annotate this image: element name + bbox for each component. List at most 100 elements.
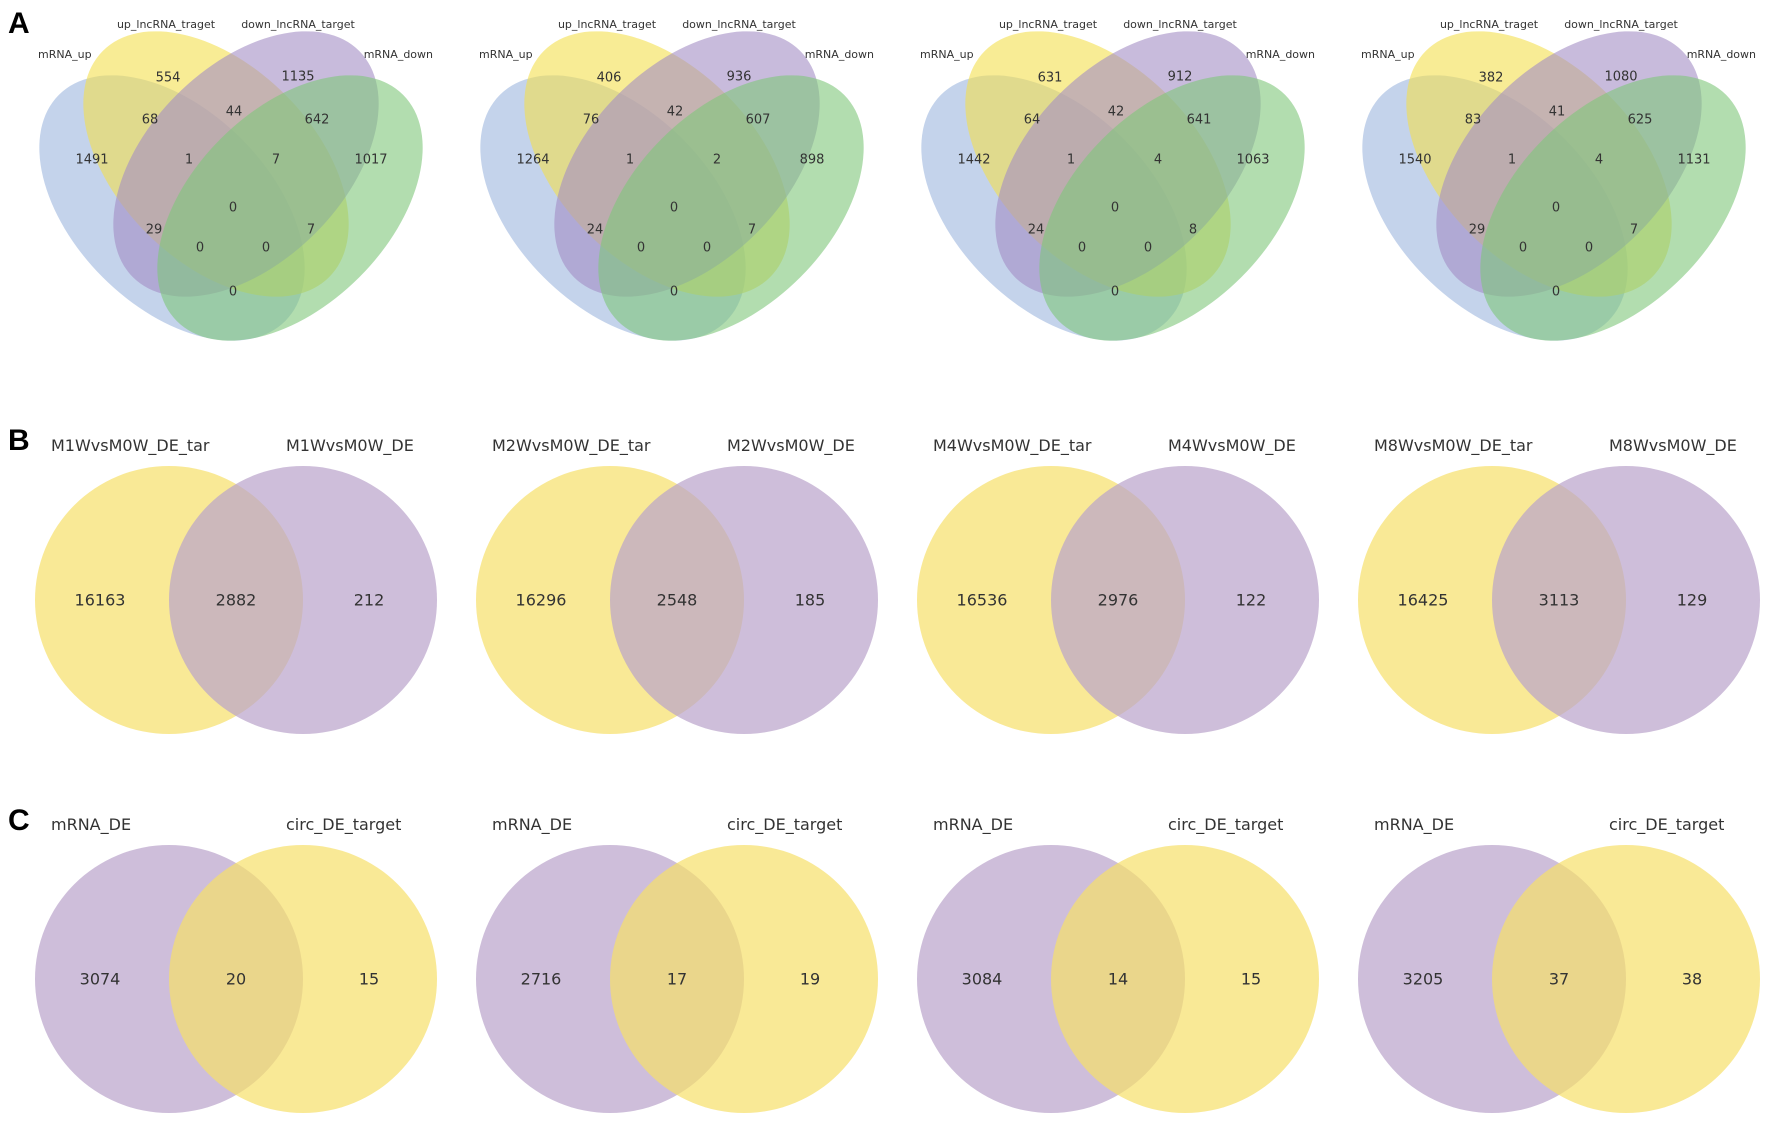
count-overlap: 2976 [1098, 591, 1139, 610]
region-count-bd: 8 [1189, 223, 1197, 238]
set-label-mrna-down: mRNA_down [1246, 48, 1315, 61]
count-left-only: 2716 [521, 970, 562, 989]
set-label-left: mRNA_DE [51, 815, 131, 835]
region-count-a: 1264 [516, 153, 549, 168]
panel-label-a: A [8, 7, 30, 40]
region-count-ab: 76 [583, 113, 600, 128]
region-count-acd: 0 [196, 241, 204, 256]
count-overlap: 20 [226, 970, 246, 989]
region-count-b: 631 [1038, 71, 1063, 86]
count-left-only: 3084 [962, 970, 1003, 989]
set-label-mrna-up: mRNA_up [479, 48, 533, 61]
set-label-right: M8WvsM0W_DE [1609, 436, 1737, 456]
circle-right-set [1492, 466, 1760, 734]
region-count-a: 1491 [75, 153, 108, 168]
region-count-bd: 7 [1630, 223, 1638, 238]
region-count-abd: 0 [1144, 241, 1152, 256]
set-label-right: circ_DE_target [286, 815, 401, 835]
region-count-a: 1540 [1398, 153, 1431, 168]
region-count-b: 554 [156, 71, 181, 86]
set-label-left: mRNA_DE [933, 815, 1013, 835]
region-count-ad: 0 [229, 285, 237, 300]
region-count-cd: 641 [1187, 113, 1212, 128]
count-overlap: 2882 [216, 591, 257, 610]
region-count-ab: 64 [1024, 113, 1041, 128]
set-label-left: M8WvsM0W_DE_tar [1374, 436, 1533, 456]
count-overlap: 17 [667, 970, 687, 989]
region-count-abd: 0 [1585, 241, 1593, 256]
set-label-mrna-up: mRNA_up [38, 48, 92, 61]
region-count-ad: 0 [670, 285, 678, 300]
region-count-c: 936 [727, 70, 752, 85]
set-label-mrna-up: mRNA_up [1361, 48, 1415, 61]
region-count-bd: 7 [307, 223, 315, 238]
region-count-ac: 29 [1469, 223, 1486, 238]
region-count-ac: 24 [587, 223, 604, 238]
region-count-acd: 0 [1078, 241, 1086, 256]
region-count-abcd: 0 [1111, 201, 1119, 216]
panel-label-b: B [8, 424, 30, 457]
set-label-right: M2WvsM0W_DE [727, 436, 855, 456]
ellipse-mrna-down [157, 75, 423, 341]
venn-2set-b-2: M2WvsM0W_DE_tar M2WvsM0W_DE 16296 2548 185 [476, 436, 878, 734]
region-count-ac: 29 [146, 223, 163, 238]
set-label-up-lncrna-target: up_lncRNA_traget [117, 18, 216, 31]
count-left-only: 3074 [80, 970, 121, 989]
region-count-bc: 42 [667, 105, 684, 120]
count-right-only: 212 [354, 591, 385, 610]
set-label-left: M2WvsM0W_DE_tar [492, 436, 651, 456]
venn-2set-b-1: M1WvsM0W_DE_tar M1WvsM0W_DE 16163 2882 212 [35, 436, 437, 734]
count-overlap: 14 [1108, 970, 1128, 989]
region-count-abd: 0 [703, 241, 711, 256]
region-count-ad: 0 [1552, 285, 1560, 300]
region-count-b: 382 [1479, 71, 1504, 86]
region-count-ad: 0 [1111, 285, 1119, 300]
count-right-only: 15 [1241, 970, 1261, 989]
region-count-bcd: 7 [272, 153, 280, 168]
region-count-c: 1080 [1604, 70, 1637, 85]
region-count-abd: 0 [262, 241, 270, 256]
set-label-right: circ_DE_target [1609, 815, 1724, 835]
region-count-cd: 642 [305, 113, 330, 128]
region-count-c: 912 [1168, 70, 1193, 85]
set-label-up-lncrna-target: up_lncRNA_traget [1440, 18, 1539, 31]
region-count-abcd: 0 [670, 201, 678, 216]
region-count-c: 1135 [281, 70, 314, 85]
count-left-only: 16296 [516, 591, 567, 610]
region-count-d: 1063 [1236, 153, 1269, 168]
venn-2set-c-3: mRNA_DE circ_DE_target 3084 14 15 [917, 815, 1319, 1113]
count-right-only: 122 [1236, 591, 1267, 610]
count-right-only: 15 [359, 970, 379, 989]
region-count-cd: 625 [1628, 113, 1653, 128]
venn-2set-b-4: M8WvsM0W_DE_tar M8WvsM0W_DE 16425 3113 129 [1358, 436, 1760, 734]
set-label-mrna-down: mRNA_down [805, 48, 874, 61]
count-right-only: 19 [800, 970, 820, 989]
count-left-only: 16425 [1398, 591, 1449, 610]
region-count-bd: 7 [748, 223, 756, 238]
circle-right-set [169, 466, 437, 734]
region-count-a: 1442 [957, 153, 990, 168]
region-count-bc: 42 [1108, 105, 1125, 120]
set-label-left: mRNA_DE [492, 815, 572, 835]
set-label-right: M1WvsM0W_DE [286, 436, 414, 456]
region-count-bcd: 4 [1595, 153, 1603, 168]
set-label-left: M4WvsM0W_DE_tar [933, 436, 1092, 456]
region-count-bcd: 2 [713, 153, 721, 168]
count-left-only: 16163 [75, 591, 126, 610]
set-label-down-lncrna-target: down_lncRNA_target [1123, 18, 1237, 31]
region-count-ab: 83 [1465, 113, 1482, 128]
region-count-abc: 1 [626, 153, 634, 168]
region-count-bc: 41 [1549, 105, 1566, 120]
set-label-mrna-down: mRNA_down [364, 48, 433, 61]
set-label-up-lncrna-target: up_lncRNA_traget [999, 18, 1098, 31]
region-count-d: 1017 [354, 153, 387, 168]
region-count-d: 1131 [1677, 153, 1710, 168]
region-count-abcd: 0 [1552, 201, 1560, 216]
count-right-only: 38 [1682, 970, 1702, 989]
circle-right-set [610, 466, 878, 734]
circle-right-set [1051, 466, 1319, 734]
circle-right-set [1492, 845, 1760, 1113]
region-count-ac: 24 [1028, 223, 1045, 238]
region-count-b: 406 [597, 71, 622, 86]
set-label-mrna-up: mRNA_up [920, 48, 974, 61]
